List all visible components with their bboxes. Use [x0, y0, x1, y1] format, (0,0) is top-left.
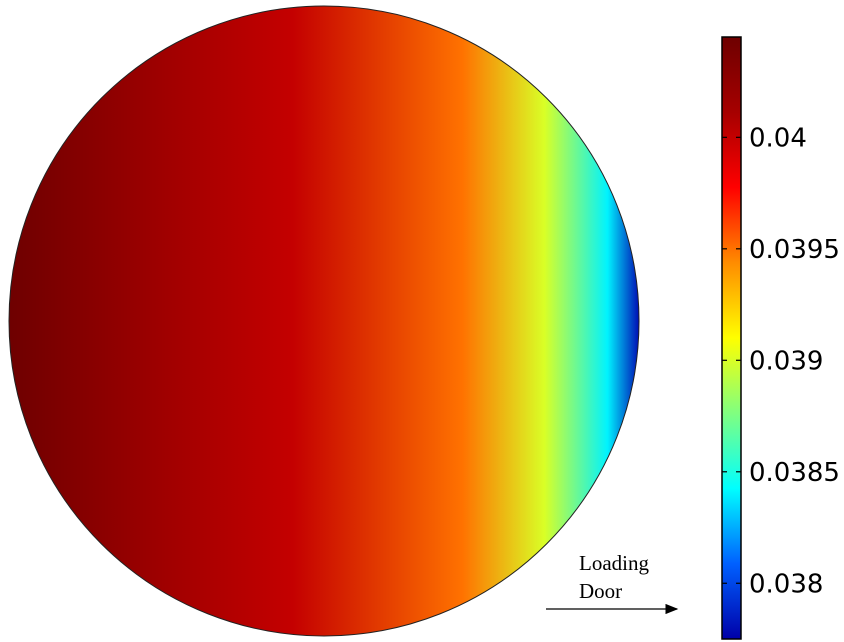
colorbar: 0.04 0.0395 0.039 0.0385 0.038: [721, 36, 840, 640]
colorbar-tick-label: 0.038: [749, 569, 823, 599]
colorbar-scale: [721, 36, 742, 640]
heatmap-disc: [8, 5, 640, 637]
annotation-line1: Loading: [579, 551, 649, 575]
colorbar-tick-label: 0.039: [749, 346, 823, 376]
colorbar-tick-label: 0.04: [749, 123, 807, 153]
colorbar-tick-label: 0.0385: [749, 458, 840, 488]
annotation-line2: Door: [579, 579, 622, 603]
disc-field: [8, 5, 640, 637]
colorbar-ticks: 0.04 0.0395 0.039 0.0385 0.038: [722, 123, 840, 599]
colorbar-tick-label: 0.0395: [749, 235, 840, 265]
loading-door-annotation: Loading Door: [546, 551, 679, 615]
